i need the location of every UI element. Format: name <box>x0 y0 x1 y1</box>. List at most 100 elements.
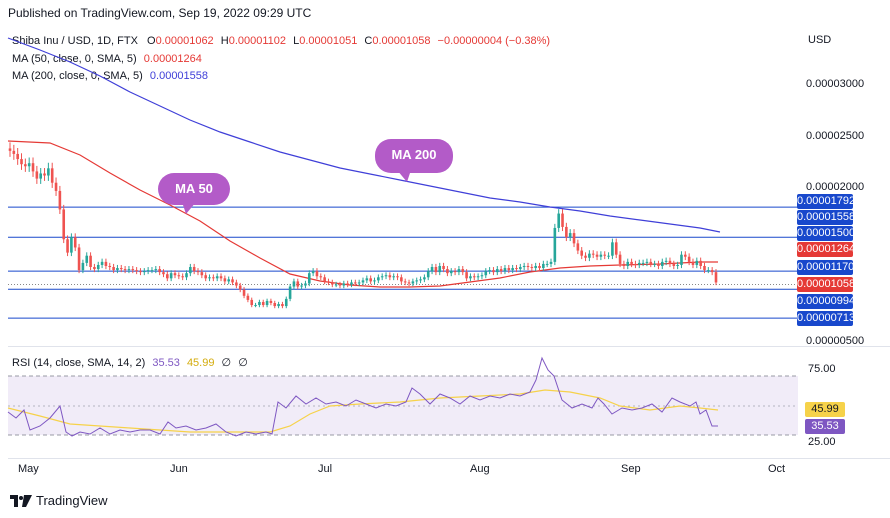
pane-separator[interactable] <box>8 346 890 347</box>
candle-body <box>565 226 568 238</box>
candle-body <box>542 263 545 269</box>
candle-body <box>707 270 710 272</box>
candle-body <box>660 261 664 266</box>
legend-symbol[interactable]: Shiba Inu / USD, 1D, FTX <box>12 35 138 47</box>
rsi-line <box>7 356 718 437</box>
legend-c-value: 0.00001058 <box>372 35 431 47</box>
candle-body <box>361 280 365 283</box>
candle-body <box>89 255 92 268</box>
legend-ma50-label: MA (50, close, 0, SMA, 5) <box>12 53 137 65</box>
legend-ma200[interactable]: MA (200, close, 0, SMA, 5) 0.00001558 <box>12 70 208 82</box>
candle-body <box>123 269 127 271</box>
candle-body <box>258 301 261 306</box>
candle-body <box>680 254 683 265</box>
candle-body <box>530 267 534 269</box>
candle-body <box>181 276 184 278</box>
candle-body <box>687 256 691 262</box>
candle-body <box>377 277 380 281</box>
candle-body <box>503 268 507 272</box>
candle-body <box>342 283 346 286</box>
candle-body <box>515 268 518 270</box>
candle-body <box>304 283 307 286</box>
candle-body <box>189 267 192 274</box>
candle-body <box>196 271 200 273</box>
price-badge: 0.00001170 <box>797 260 855 275</box>
candle-body <box>154 269 158 271</box>
candle-body <box>584 255 587 258</box>
candle-body <box>634 263 637 265</box>
candle-body <box>396 276 399 278</box>
candle-body <box>614 242 618 255</box>
candle-body <box>392 276 395 278</box>
candle-body <box>219 276 223 279</box>
candle-body <box>50 168 54 183</box>
candle-body <box>331 282 334 285</box>
candle-body <box>668 260 672 264</box>
candle-body <box>212 277 215 279</box>
candle-body <box>649 261 653 264</box>
candle-body <box>710 270 714 273</box>
candle-body <box>204 275 207 279</box>
rsi-ma-line <box>7 389 719 433</box>
legend-l-value: 0.00001051 <box>299 35 358 47</box>
legend-h-label: H <box>220 35 229 47</box>
legend-o-value: 0.00001062 <box>155 35 214 47</box>
candle-body <box>599 254 603 257</box>
legend-ma200-label: MA (200, close, 0, SMA, 5) <box>12 70 143 82</box>
rsi-legend[interactable]: RSI (14, close, SMA, 14, 2) 35.53 45.99 … <box>12 356 248 369</box>
candle-body <box>384 275 388 277</box>
tradingview-logo-icon <box>10 494 32 507</box>
candle-body <box>449 271 453 274</box>
candle-body <box>54 182 58 191</box>
rsi-label: RSI (14, close, SMA, 14, 2) <box>12 357 146 369</box>
candle-body <box>499 269 503 272</box>
footer-brand[interactable]: TradingView <box>10 493 108 508</box>
price-chart[interactable] <box>0 0 800 346</box>
candle-body <box>119 268 123 270</box>
candle-body <box>311 271 315 274</box>
candle-body <box>476 276 480 278</box>
rsi-chart[interactable] <box>0 346 800 458</box>
candle-body <box>426 271 430 278</box>
candle-body <box>66 239 69 253</box>
candle-body <box>73 237 77 248</box>
candle-body <box>407 282 411 284</box>
candle-body <box>104 261 108 266</box>
candle-body <box>684 254 687 257</box>
candle-body <box>538 265 541 269</box>
rsi-tick: 25.00 <box>808 436 836 448</box>
candle-body <box>346 283 349 285</box>
legend-ma50-value: 0.00001264 <box>143 53 202 65</box>
candle-body <box>146 270 150 272</box>
candle-body <box>522 265 526 268</box>
candle-body <box>16 153 19 160</box>
candle-body <box>526 265 530 268</box>
price-tick: 0.00002000 <box>806 181 865 193</box>
legend-h-value: 0.00001102 <box>228 35 287 47</box>
legend-l-label: L <box>293 35 300 47</box>
candle-body <box>626 261 630 266</box>
ma200-callout-pointer <box>397 170 411 182</box>
candle-body <box>215 276 219 279</box>
candle-body <box>284 298 288 307</box>
candle-body <box>227 279 231 282</box>
candle-body <box>373 280 376 282</box>
candle-body <box>380 276 384 278</box>
candle-body <box>96 264 100 270</box>
candle-body <box>139 271 142 273</box>
candle-body <box>637 262 641 265</box>
candle-body <box>472 276 476 278</box>
rsi-value: 35.53 <box>152 357 180 369</box>
candle-body <box>703 265 706 271</box>
candle-body <box>173 273 177 276</box>
candle-body <box>185 273 188 278</box>
price-badge: 0.00001792 <box>797 194 856 209</box>
candles <box>8 142 718 309</box>
candle-body <box>338 284 342 286</box>
legend-ma50[interactable]: MA (50, close, 0, SMA, 5) 0.00001264 <box>12 53 202 65</box>
candle-body <box>488 270 491 272</box>
candle-body <box>177 275 181 277</box>
rsi-extra2: ∅ <box>238 357 248 369</box>
time-axis-border <box>8 458 890 459</box>
published-header: Published on TradingView.com, Sep 19, 20… <box>8 6 312 20</box>
